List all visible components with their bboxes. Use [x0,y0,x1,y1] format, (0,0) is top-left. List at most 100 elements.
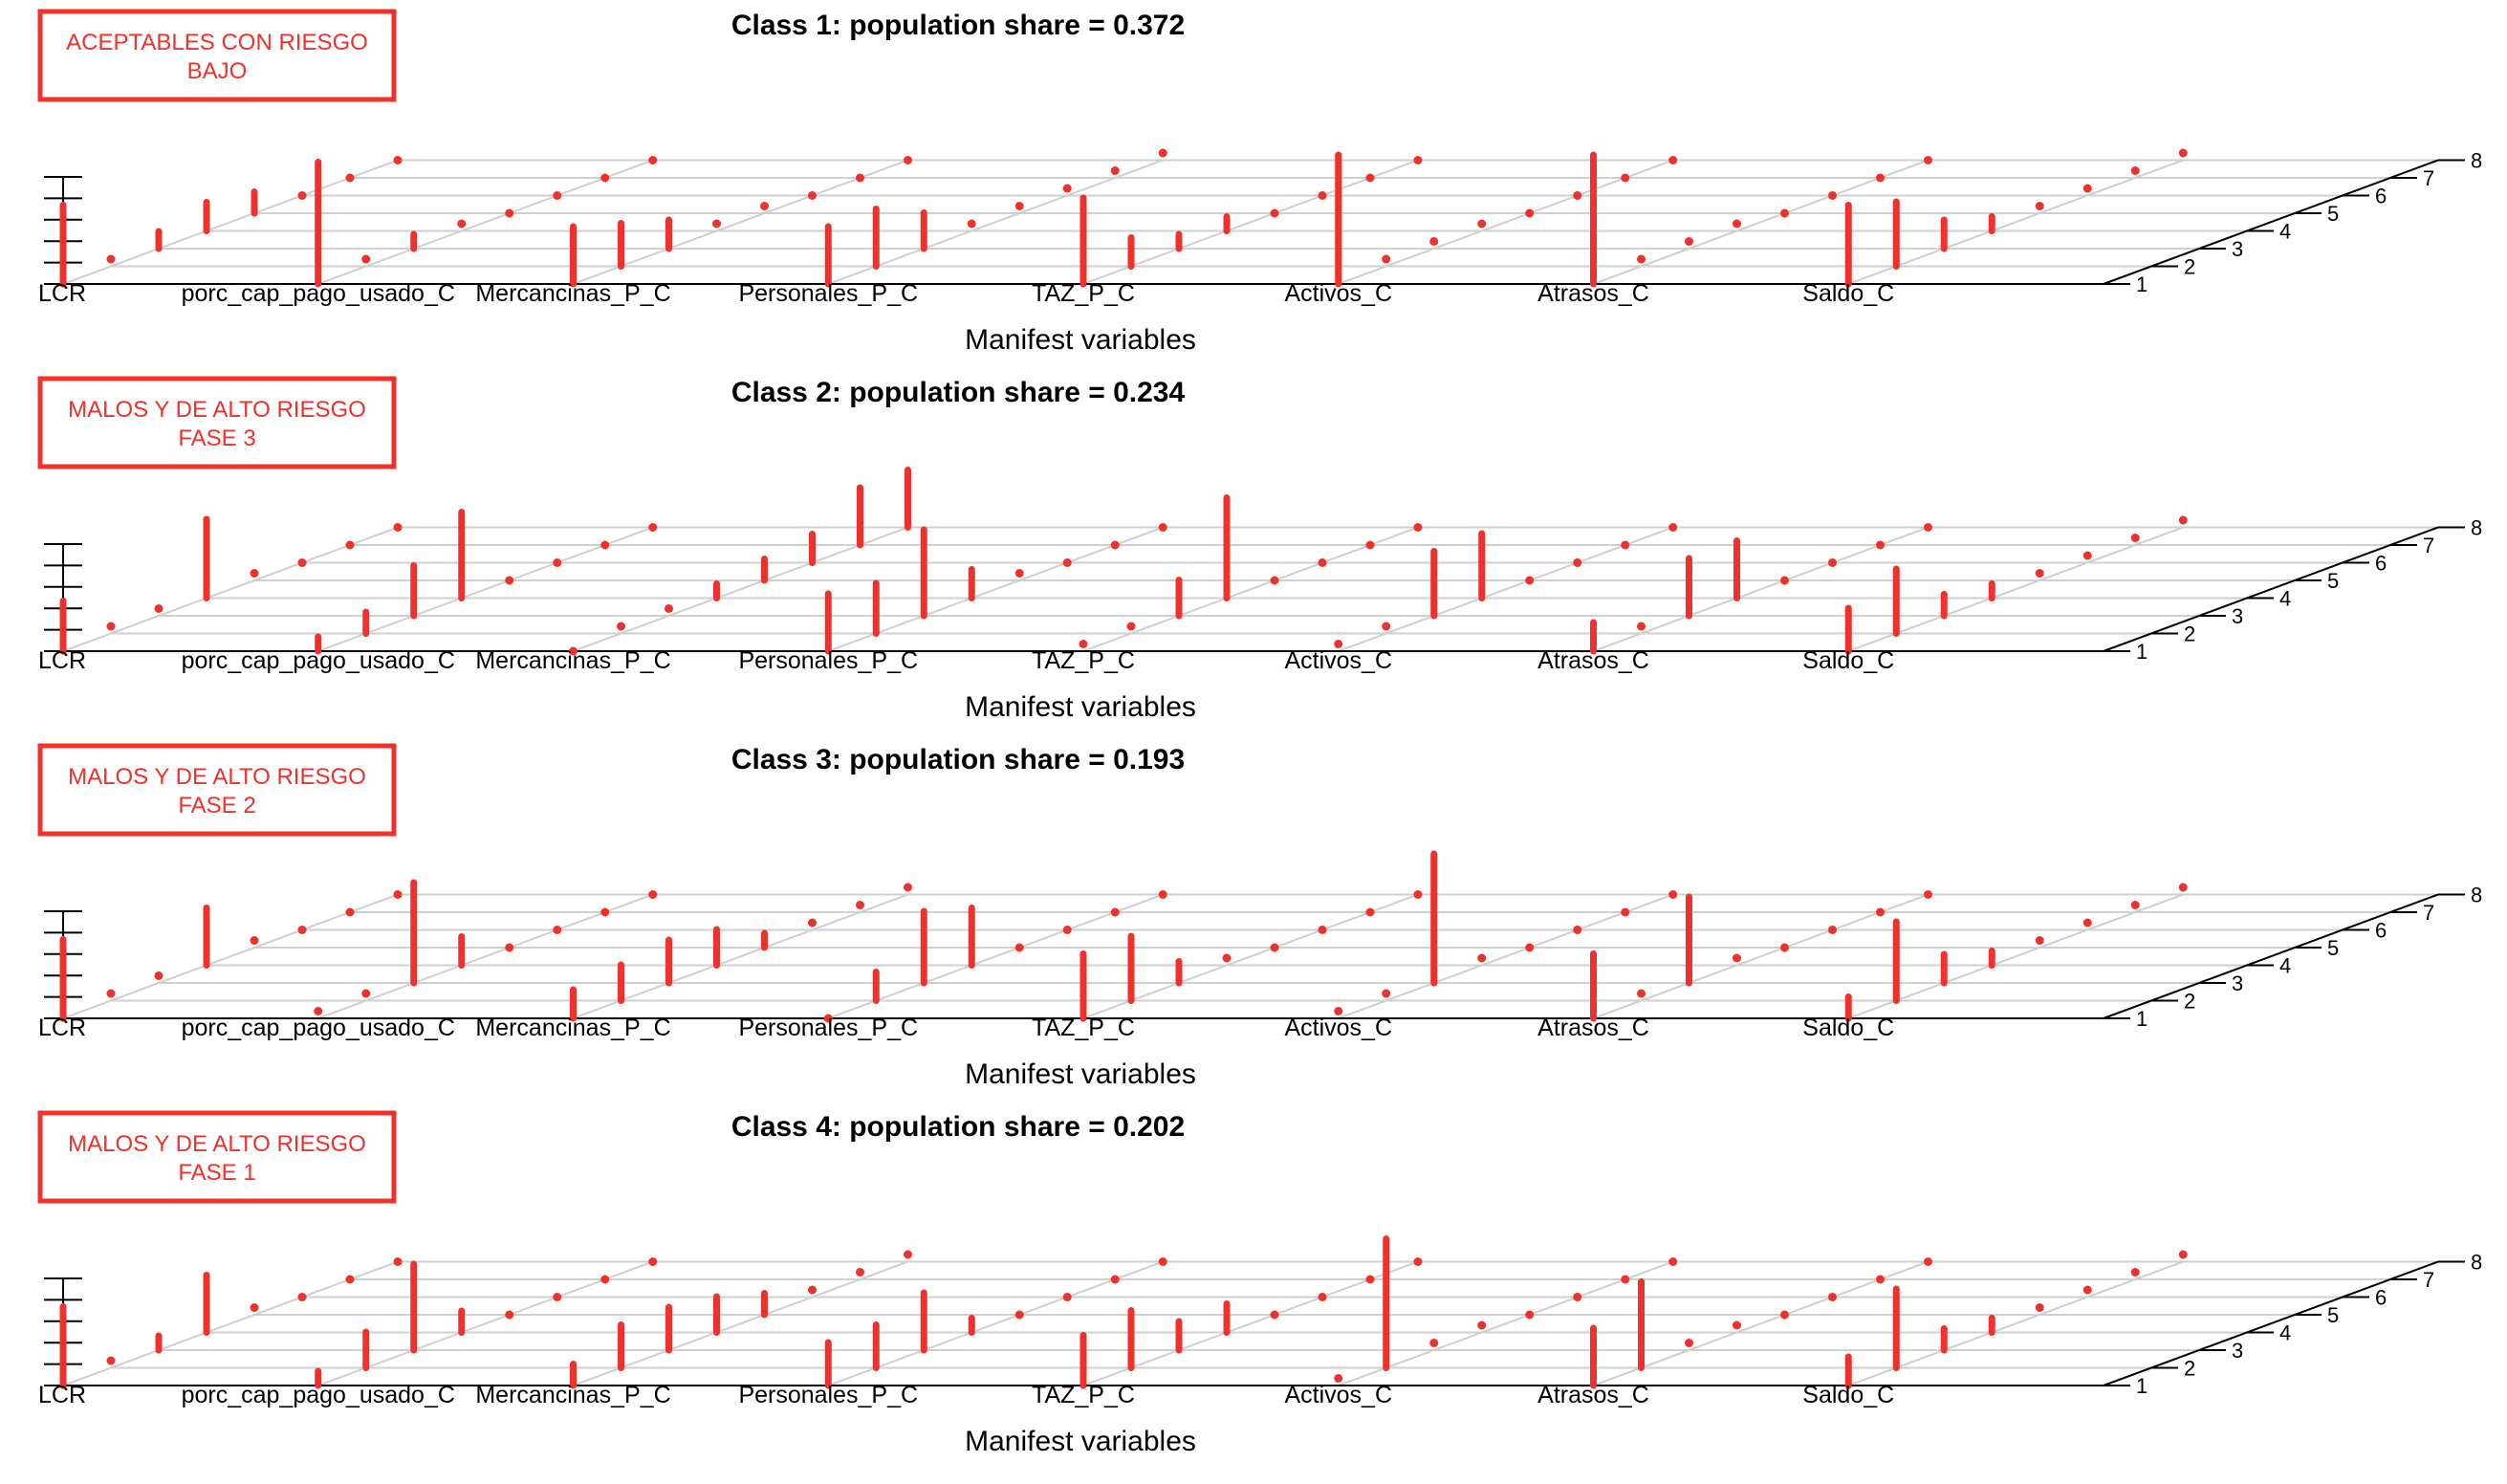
category-label: TAZ_P_C [1032,647,1135,674]
bar-point [505,1310,514,1320]
bar-point [1014,569,1024,578]
bar-point [1382,254,1391,264]
category-gridline [573,893,908,1019]
depth-axis [2103,159,2439,285]
bar-point [648,890,658,899]
bar-point [808,1285,817,1295]
bar-point [1924,1257,1932,1266]
bar-point [2178,1250,2188,1259]
depth-tick-label: 4 [2279,587,2291,611]
bar-point [1318,926,1327,934]
category-label: LCR [38,647,86,674]
panel-2: MALOS Y DE ALTO RIESGO FASE 3 Class 2: pop… [37,376,2482,723]
bar-point [1733,953,1741,963]
bar-point [1110,1275,1120,1284]
class-badge [37,743,397,837]
bar-point [1334,640,1343,648]
category-gridline [1082,159,1419,285]
bar-point [1828,926,1837,934]
depth-tick-label: 2 [2184,990,2195,1014]
bar-point [2035,569,2044,578]
bar-point [393,523,403,532]
depth-tick-label: 6 [2375,919,2387,943]
depth-tick-label: 5 [2327,569,2339,593]
depth-tick-label: 2 [2184,1357,2195,1381]
bar-point [1270,943,1279,952]
bar-point [823,1014,833,1023]
bar-point [1413,156,1423,164]
bar-point [1062,184,1072,193]
category-label: porc_cap_pago_usado_C [182,280,455,307]
bar-point [2035,1303,2044,1312]
bar-point [2130,534,2140,542]
bar-point [1382,989,1391,998]
bar-point [1270,208,1279,218]
bar-point [1334,1007,1343,1015]
bar-point [106,622,116,631]
bar-point [361,254,371,264]
bar-point [1158,1257,1167,1266]
category-gridline [1338,1260,1674,1386]
bar-point [1828,1293,1837,1301]
bar-point [393,156,403,164]
x-axis-label: Manifest variables [965,324,1196,356]
bar-point [1668,1257,1678,1266]
category-label: Personales_P_C [738,1015,918,1041]
bar-point [1222,953,1232,963]
bar-point [1733,219,1741,229]
bar-point [297,558,307,567]
category-gridline [573,159,908,285]
bar-point [2082,1285,2092,1295]
bar-point [250,936,259,945]
bar-point [1126,622,1136,631]
bar-point [553,558,562,567]
class-badge-label: FASE 1 [178,1160,255,1186]
bar-point [1525,943,1535,952]
bar-point [1158,523,1167,532]
bar-point [1685,237,1693,246]
bar-point [1525,208,1535,218]
bar-point [361,989,371,998]
bar-point [600,1275,610,1284]
bar-point [1110,166,1120,175]
bar-point [665,604,673,613]
category-gridline [317,1260,654,1386]
bar-point [1525,576,1535,585]
bar-point [1637,989,1646,998]
bar-point [1318,1293,1327,1301]
bar-point [1573,558,1582,567]
category-gridline [1847,1260,2184,1386]
bar-point [1318,558,1327,567]
category-gridline [1082,1260,1419,1386]
bar-point [1477,953,1487,963]
category-label: Atrasos_C [1537,1015,1649,1041]
bar-point [345,173,355,183]
depth-axis [2103,526,2439,652]
panel-4: MALOS Y DE ALTO RIESGO FASE 1 Class 4: pop… [37,1110,2482,1457]
panel-1: ACEPTABLES CON RIESGO BAJO Class 1: popula… [37,9,2482,356]
depth-tick-label: 6 [2375,552,2387,576]
bar-point [553,926,562,934]
bar-point [600,907,610,917]
bar-point [1573,1293,1582,1301]
bar-point [1876,907,1885,917]
category-label: Mercancinas_P_C [475,1015,670,1041]
bar-point [393,890,403,899]
category-label: Mercancinas_P_C [475,1382,670,1408]
bar-point [393,1257,403,1266]
category-gridline [317,526,654,652]
bar-point [1429,1339,1439,1347]
category-gridline [573,1260,908,1386]
class-badge [37,376,397,469]
bar-point [505,943,514,952]
bar-point [1828,558,1837,567]
depth-tick-label: 2 [2184,255,2195,279]
depth-tick-label: 1 [2136,273,2147,296]
bar-point [2082,184,2092,193]
bar-point [1413,1257,1423,1266]
category-label: porc_cap_pago_usado_C [182,1015,455,1041]
category-gridline [1593,526,1929,652]
bar-point [1014,1310,1024,1320]
depth-tick-label: 3 [2232,237,2243,261]
bar-point [1668,156,1678,164]
